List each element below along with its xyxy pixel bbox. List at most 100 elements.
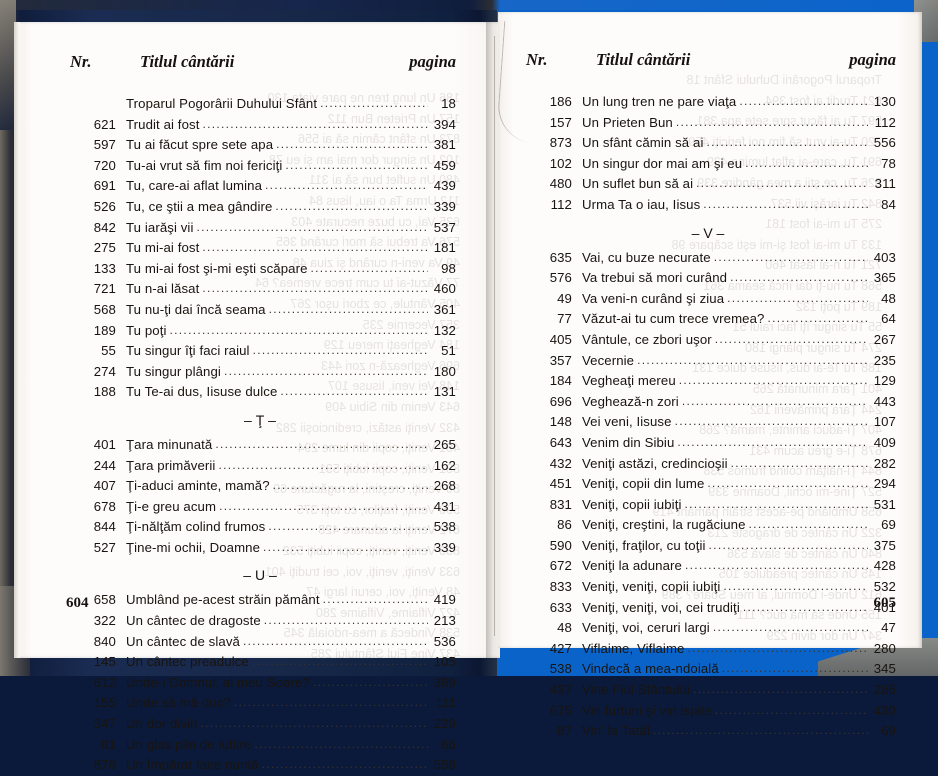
entry-title: Veniţi, veniţi, voi, cei trudiţi	[582, 599, 740, 615]
index-entry: 451 Veniţi, copii din lume...............…	[520, 474, 896, 495]
entry-dot-leader: ........................................…	[200, 716, 428, 731]
entry-number: 480	[549, 176, 572, 192]
entry-dot-leader: ........................................…	[251, 654, 428, 669]
entry-title: Vei veni, Iisuse	[582, 414, 672, 430]
index-entry: 590 Veniţi, fraţilor, cu toţii...........…	[520, 536, 896, 557]
entry-title: Un singur dor mai am şi eu	[582, 155, 743, 171]
index-entry: 186 Un lung tren ne pare viaţa...........…	[520, 92, 896, 113]
entry-title: Umblând pe-acest străin pământ	[126, 592, 320, 608]
entry-title: Tu mi-ai fost şi-mi eşti scăpare	[126, 260, 308, 276]
entry-title: Vai, cu buze necurate	[582, 249, 711, 265]
entry-title: Vecernie	[582, 352, 635, 368]
index-entry: 322 Un cântec de dragoste................…	[64, 611, 456, 632]
entry-page-number: 111	[435, 695, 456, 711]
entry-dot-leader: ........................................…	[675, 114, 868, 129]
right-page-column-header: Nr. Titlul cântării pagina	[520, 50, 896, 70]
entry-dot-leader: ........................................…	[196, 219, 429, 234]
entry-page-number: 430	[873, 702, 896, 718]
entry-number: 157	[549, 114, 572, 130]
index-entry: 145 Un cântec preadulce..................…	[64, 652, 456, 673]
section-divider-Ţ: – Ţ –	[64, 412, 456, 428]
entry-page-number: 439	[433, 178, 456, 194]
entry-page-number: 409	[873, 434, 896, 450]
entry-dot-leader: ........................................…	[202, 281, 428, 296]
entry-title: Un suflet bun să ai	[582, 176, 694, 192]
index-entry: 133 Tu mi-ai fost şi-mi eşti scăpare.....…	[64, 259, 456, 280]
entry-title: Un glas plin de iubire	[126, 736, 252, 752]
right-page-sections: 186 Un lung tren ne pare viaţa...........…	[520, 92, 896, 742]
entry-dot-leader: ........................................…	[714, 331, 868, 346]
entry-page-number: 180	[433, 363, 456, 379]
entry-page-number: 419	[433, 592, 456, 608]
entry-dot-leader: ........................................…	[169, 322, 428, 337]
entry-title: Vindecă a mea-ndoială	[582, 661, 719, 677]
entry-title: Tu, ce ştii a mea gândire	[126, 198, 273, 214]
entry-title: Veniţi, fraţilor, cu toţii	[582, 537, 706, 553]
entry-title: Vine Fiul Sfântului	[582, 682, 690, 698]
header-pagina-label: pagina	[849, 50, 896, 69]
right-page: Troparul Pogorârii Duhului Sfânt 18 621 T…	[498, 12, 922, 738]
entry-dot-leader: ........................................…	[739, 94, 868, 108]
entry-dot-leader: ........................................…	[223, 363, 428, 378]
entry-number: 155	[93, 695, 116, 711]
entry-page-number: 375	[873, 537, 896, 553]
entry-page-number: 48	[881, 290, 896, 306]
entry-number: 112	[550, 196, 572, 212]
index-entry: 844 Ţi-nălţăm colind frumos..............…	[64, 517, 456, 538]
entry-page-number: 69	[881, 517, 896, 533]
entry-number: 876	[93, 757, 116, 773]
entry-page-number: 131	[433, 384, 456, 400]
entry-page-number: 66	[441, 736, 456, 752]
index-entry: 184 Vegheaţi mereu.......................…	[520, 371, 896, 392]
entry-number: 81	[101, 736, 116, 752]
entry-number: 48	[557, 620, 572, 636]
entry-page-number: 265	[433, 436, 456, 452]
header-nr-label: Nr.	[70, 52, 92, 71]
entry-title: Vântule, ce zbori uşor	[582, 331, 712, 347]
entry-page-number: 282	[873, 455, 896, 471]
index-entry: 621 Trudit ai fost.......................…	[64, 115, 456, 136]
entry-number: 721	[93, 281, 116, 297]
entry-number: 873	[549, 135, 572, 151]
index-entry: 568 Tu nu-ţi dai încă seama..............…	[64, 300, 456, 321]
entry-page-number: 51	[441, 343, 456, 359]
entry-number: 696	[549, 393, 572, 409]
entry-page-number: 268	[433, 478, 456, 494]
entry-page-number: 235	[873, 352, 896, 368]
entry-page-number: 394	[433, 116, 456, 132]
index-entry: 696 Veghează-n zori......................…	[520, 392, 896, 413]
entry-dot-leader: ........................................…	[202, 116, 428, 131]
entry-page-number: 129	[873, 373, 896, 389]
entry-title: Va trebui să mori curând	[582, 270, 728, 286]
right-page-index-column: Nr. Titlul cântării pagina 186 Un lung tr…	[520, 50, 896, 742]
entry-title: Tu-ai vrut să fim noi fericiţi	[126, 157, 283, 173]
entry-page-number: 112	[874, 114, 896, 130]
index-entry: 102 Un singur dor mai am şi eu...........…	[520, 154, 896, 175]
index-entry: 576 Va trebui să mori curând.............…	[520, 268, 896, 289]
entry-title: Veniţi astăzi, credincioşii	[582, 455, 728, 471]
entry-number: 658	[93, 592, 116, 608]
entry-page-number: 538	[433, 519, 456, 535]
entry-dot-leader: ........................................…	[252, 343, 428, 358]
entry-dot-leader: ........................................…	[712, 620, 868, 635]
entry-page-number: 345	[873, 661, 896, 677]
entry-dot-leader: ........................................…	[696, 176, 868, 191]
section-divider-label: – U –	[243, 567, 277, 584]
entry-number: 148	[549, 414, 572, 430]
entry-title: Un lung tren ne pare viaţa	[582, 94, 737, 109]
header-title-label: Titlul cântării	[140, 52, 235, 71]
entry-title: Viflaime, Viflaime	[582, 640, 685, 656]
entry-number: 407	[93, 478, 116, 494]
entry-page-number: 84	[881, 196, 896, 212]
index-entry: 155 Unde să mă duc?......................…	[64, 693, 456, 714]
entry-number: 576	[549, 270, 572, 286]
entry-number: 527	[93, 539, 116, 555]
index-entry: 188 Tu Te-ai dus, Iisuse dulce...........…	[64, 382, 456, 403]
index-entry: Troparul Pogorârii Duhului Sfânt........…	[64, 94, 456, 115]
index-entry: 55 Tu singur îţi faci raiul..............…	[64, 341, 456, 362]
entry-page-number: 361	[433, 301, 456, 317]
entry-dot-leader: ........................................…	[202, 240, 428, 255]
entry-page-number: 181	[433, 240, 456, 256]
entry-dot-leader: ........................................…	[263, 613, 428, 628]
entry-number: 244	[93, 457, 116, 473]
